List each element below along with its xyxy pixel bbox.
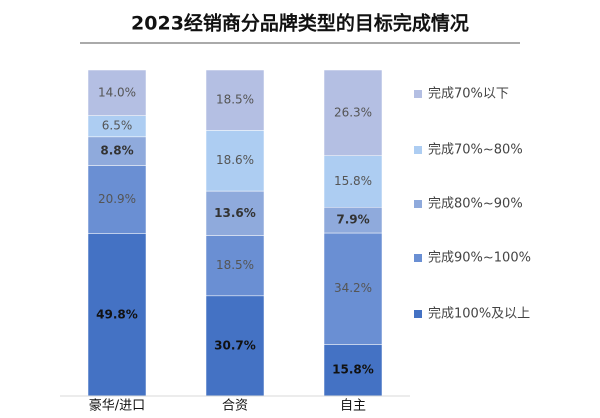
bar-segment <box>323 232 383 345</box>
value-label: 34.2% <box>334 281 372 295</box>
bar-segment <box>205 190 265 236</box>
value-label: 6.5% <box>102 119 133 133</box>
legend-marker <box>414 146 422 154</box>
x-tick-label: 豪华/进口 <box>89 398 145 414</box>
legend-marker <box>414 90 422 98</box>
value-label: 18.6% <box>216 153 254 167</box>
value-label: 49.8% <box>96 307 138 321</box>
value-label: 26.3% <box>334 105 372 119</box>
legend-marker <box>414 200 422 208</box>
bar-segment <box>87 165 147 234</box>
bar-segment <box>205 295 265 397</box>
bar-segment <box>205 235 265 297</box>
value-label: 15.8% <box>332 363 374 377</box>
legend-label: 完成100%及以上 <box>428 307 530 322</box>
bar-segment <box>205 69 265 131</box>
legend-label: 完成80%~90% <box>428 197 523 212</box>
value-label: 8.8% <box>100 144 133 158</box>
value-label: 15.8% <box>334 174 372 188</box>
x-tick-label: 合资 <box>222 399 248 414</box>
value-label: 18.5% <box>216 93 254 107</box>
bar-segment <box>323 69 383 156</box>
value-label: 7.9% <box>336 213 369 227</box>
bar-segment <box>323 155 383 208</box>
bar-segment <box>87 69 147 116</box>
chart-title: 2023经销商分品牌类型的目标完成情况 <box>131 12 469 35</box>
value-label: 13.6% <box>214 206 256 220</box>
legend-label: 完成70%以下 <box>428 87 509 102</box>
value-label: 30.7% <box>214 338 256 352</box>
bar-segment <box>323 206 383 234</box>
x-tick-label: 自主 <box>340 399 366 414</box>
value-label: 14.0% <box>98 85 136 99</box>
bar-segment <box>205 130 265 192</box>
value-label: 18.5% <box>216 258 254 272</box>
value-label: 20.9% <box>98 192 136 206</box>
legend-label: 完成70%~80% <box>428 143 523 158</box>
legend-label: 完成90%~100% <box>428 251 531 266</box>
legend-marker <box>414 310 422 318</box>
legend-marker <box>414 254 422 262</box>
